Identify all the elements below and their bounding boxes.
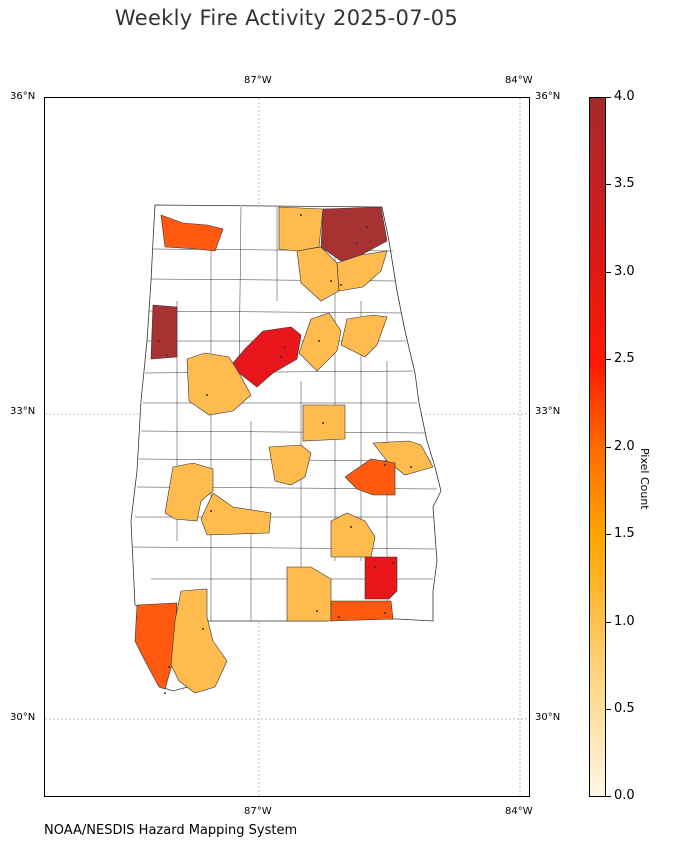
map-area bbox=[44, 97, 530, 797]
fire-dot bbox=[330, 280, 332, 282]
colorbar-label-3-0: 3.0 bbox=[614, 264, 635, 279]
colorbar-tick-mark bbox=[606, 184, 611, 185]
fire-counties bbox=[134, 206, 434, 694]
lon-tick-top-84w: 84°W bbox=[505, 75, 533, 86]
fire-dot bbox=[300, 214, 302, 216]
colorbar-label-4-0: 4.0 bbox=[614, 89, 635, 104]
fire-detections bbox=[158, 214, 412, 694]
county-south bbox=[330, 600, 394, 622]
source-credit: NOAA/NESDIS Hazard Mapping System bbox=[44, 823, 298, 838]
fire-dot bbox=[340, 284, 342, 286]
colorbar-title: Pixel Count bbox=[638, 448, 651, 510]
county-east-a bbox=[372, 440, 434, 476]
fire-dot bbox=[318, 340, 320, 342]
county-northwest bbox=[160, 214, 224, 252]
lon-tick-bottom-87w: 87°W bbox=[244, 806, 272, 817]
colorbar-label-2-5: 2.5 bbox=[614, 351, 635, 366]
colorbar-tick-mark bbox=[606, 534, 611, 535]
colorbar-tick-mark bbox=[606, 272, 611, 273]
county-south-central bbox=[330, 512, 376, 558]
fire-dot bbox=[158, 340, 160, 342]
lat-tick-right-30n: 30°N bbox=[535, 712, 561, 723]
colorbar-tick-mark bbox=[606, 796, 611, 797]
lat-tick-left-36n: 36°N bbox=[10, 91, 36, 102]
county-central bbox=[232, 326, 302, 388]
county-west bbox=[150, 304, 178, 360]
county-sw-central-a bbox=[164, 462, 214, 522]
county-east bbox=[344, 458, 396, 496]
fire-dot bbox=[350, 526, 352, 528]
fire-dot bbox=[384, 612, 386, 614]
county-center-south-a bbox=[268, 444, 312, 486]
colorbar-label-3-5: 3.5 bbox=[614, 176, 635, 191]
colorbar-tick-mark bbox=[606, 359, 611, 360]
county-south-a bbox=[286, 566, 332, 622]
county-southeast bbox=[364, 556, 398, 600]
fire-dot bbox=[366, 226, 368, 228]
colorbar-label-1-5: 1.5 bbox=[614, 526, 635, 541]
colorbar-label-2-0: 2.0 bbox=[614, 439, 635, 454]
fire-dot bbox=[168, 666, 170, 668]
map-title: Weekly Fire Activity 2025-07-05 bbox=[114, 6, 459, 30]
county-southwest bbox=[134, 602, 178, 690]
fire-dot bbox=[316, 610, 318, 612]
county-north-central bbox=[278, 206, 324, 252]
fire-dot bbox=[166, 354, 168, 356]
county-north-b bbox=[336, 250, 388, 292]
county-sw-central-b bbox=[200, 492, 272, 536]
colorbar-tick-mark bbox=[606, 622, 611, 623]
fire-dot bbox=[356, 242, 358, 244]
county-baldwin bbox=[170, 588, 228, 694]
fire-dot bbox=[410, 466, 412, 468]
fire-dot bbox=[374, 566, 376, 568]
lat-tick-left-30n: 30°N bbox=[10, 712, 36, 723]
colorbar-label-1-0: 1.0 bbox=[614, 614, 635, 629]
colorbar-tick-mark bbox=[606, 447, 611, 448]
county-ne-central-b bbox=[340, 314, 388, 358]
colorbar-tick-mark bbox=[606, 97, 611, 98]
fire-dot bbox=[284, 346, 286, 348]
lat-tick-right-33n: 33°N bbox=[535, 406, 561, 417]
fire-dot bbox=[210, 510, 212, 512]
fire-dot bbox=[384, 464, 386, 466]
colorbar-label-0-0: 0.0 bbox=[614, 788, 635, 803]
colorbar bbox=[589, 97, 606, 797]
fire-dot bbox=[202, 628, 204, 630]
fire-dot bbox=[338, 616, 340, 618]
county-ne-central-a bbox=[298, 312, 342, 372]
fire-dot bbox=[392, 562, 394, 564]
colorbar-tick-mark bbox=[606, 709, 611, 710]
fire-dot bbox=[280, 356, 282, 358]
fire-dot bbox=[164, 692, 166, 694]
lat-tick-left-33n: 33°N bbox=[10, 406, 36, 417]
fire-dot bbox=[322, 422, 324, 424]
lon-tick-top-87w: 87°W bbox=[244, 75, 272, 86]
county-west-central bbox=[186, 352, 252, 416]
colorbar-label-0-5: 0.5 bbox=[614, 701, 635, 716]
alabama-county-map bbox=[45, 98, 529, 796]
lon-tick-bottom-84w: 84°W bbox=[505, 806, 533, 817]
fire-dot bbox=[206, 394, 208, 396]
lat-tick-right-36n: 36°N bbox=[535, 91, 561, 102]
